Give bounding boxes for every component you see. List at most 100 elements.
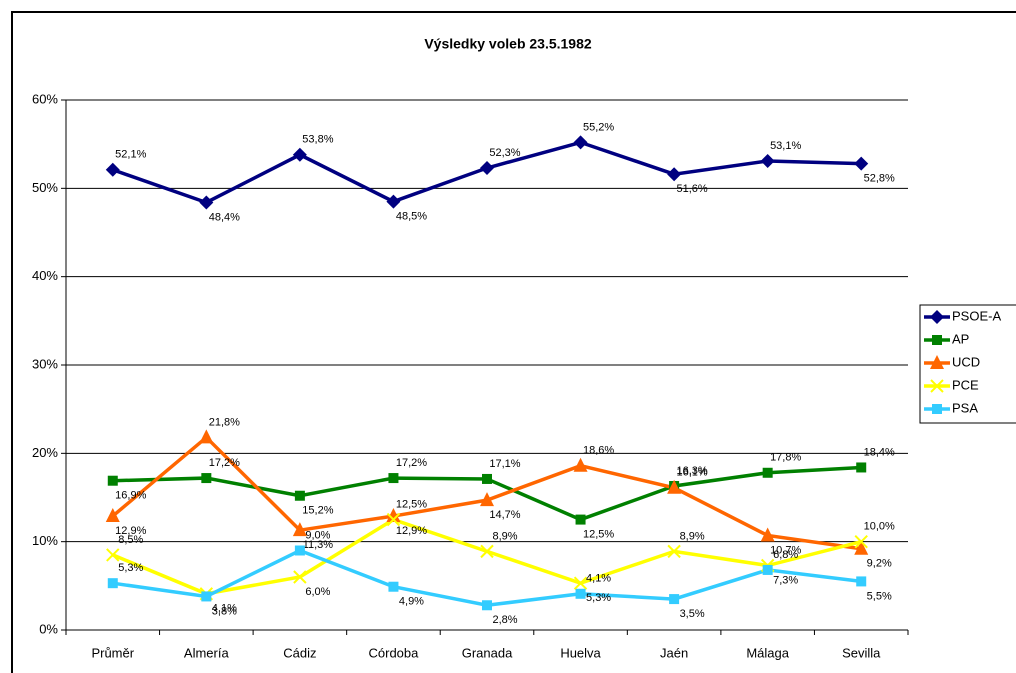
marker [201,473,212,484]
data-label: 52,3% [489,147,520,159]
marker [480,544,494,559]
marker [199,195,214,210]
marker [760,153,775,168]
data-label: 9,2% [867,558,892,570]
marker [293,570,307,584]
data-label: 8,5% [118,534,143,546]
data-label: 15,2% [302,505,333,517]
y-tick-label: 10% [32,533,58,548]
data-label: 8,9% [680,530,705,542]
x-tick-label: Almería [184,645,230,660]
data-label: 17,2% [209,457,240,469]
x-tick-label: Córdoba [369,645,420,660]
data-label: 53,8% [302,134,333,146]
marker [201,591,212,602]
data-label: 10,0% [864,521,895,533]
marker [932,404,942,414]
data-label: 5,3% [586,592,611,604]
data-label: 14,7% [489,509,520,521]
data-label: 16,3% [677,465,708,477]
x-tick-label: Huelva [560,645,601,660]
marker [856,462,867,473]
data-label: 2,8% [492,614,517,626]
x-tick-label: Sevilla [842,645,881,660]
marker [199,429,214,444]
data-label: 8,9% [492,530,517,542]
data-label: 5,5% [867,590,892,602]
data-label: 12,9% [396,525,427,537]
data-label: 17,8% [770,452,801,464]
x-tick-label: Cádiz [283,645,316,660]
marker [669,594,680,605]
legend-label: PSOE-A [952,308,1001,323]
marker [932,335,942,345]
marker [292,522,307,537]
data-label: 4,9% [399,596,424,608]
x-tick-label: Průměr [91,645,134,660]
y-tick-label: 40% [32,268,58,283]
data-label: 5,3% [118,562,143,574]
data-label: 52,8% [864,173,895,185]
y-tick-label: 20% [32,445,58,460]
legend-label: PCE [952,377,979,392]
marker [856,576,867,587]
data-label: 52,1% [115,149,146,161]
data-label: 18,4% [864,446,895,458]
marker [292,147,307,162]
marker [667,479,682,494]
marker [667,167,682,182]
data-label: 18,6% [583,445,614,457]
y-tick-label: 30% [32,356,58,371]
data-label: 53,1% [770,140,801,152]
marker [930,379,944,393]
marker [386,508,401,523]
data-label: 12,9% [115,525,146,537]
data-label: 6,8% [773,549,798,561]
marker [480,161,494,176]
marker [107,578,118,589]
marker [930,310,944,324]
marker [762,564,773,575]
data-label: 10,7% [770,544,801,556]
marker [575,514,586,525]
marker [854,534,868,549]
x-tick-label: Málaga [746,645,789,660]
marker [667,544,681,559]
data-label: 11,3% [303,539,334,551]
data-label: 3,8% [212,605,237,617]
legend-label: PSA [952,400,978,415]
legend-label: AP [952,331,969,346]
marker [573,576,588,590]
y-tick-label: 0% [39,621,58,636]
marker [386,512,401,527]
marker [482,473,492,484]
marker [388,473,399,484]
y-tick-label: 60% [32,91,58,106]
data-label: 7,3% [773,574,798,586]
x-tick-label: Jaén [660,645,688,660]
data-label: 4,1% [586,573,611,585]
y-tick-label: 50% [32,180,58,195]
marker [105,508,120,523]
marker [575,588,586,599]
data-label: 17,2% [396,457,427,469]
marker [573,457,588,472]
marker [854,156,869,171]
data-label: 21,8% [209,416,240,428]
data-label: 51,6% [677,183,708,195]
chart-title: Výsledky voleb 23.5.1982 [424,36,592,52]
marker [105,162,120,177]
marker [294,545,305,556]
marker [480,492,494,507]
marker [760,527,775,542]
data-label: 48,4% [209,211,240,223]
data-label: 16,9% [115,490,146,502]
data-label: 16,1% [677,467,708,479]
marker [930,355,944,369]
marker [482,600,492,611]
data-label: 48,5% [396,210,427,222]
data-label: 6,0% [305,586,330,598]
x-tick-label: Granada [462,645,513,660]
data-label: 17,1% [489,458,520,470]
